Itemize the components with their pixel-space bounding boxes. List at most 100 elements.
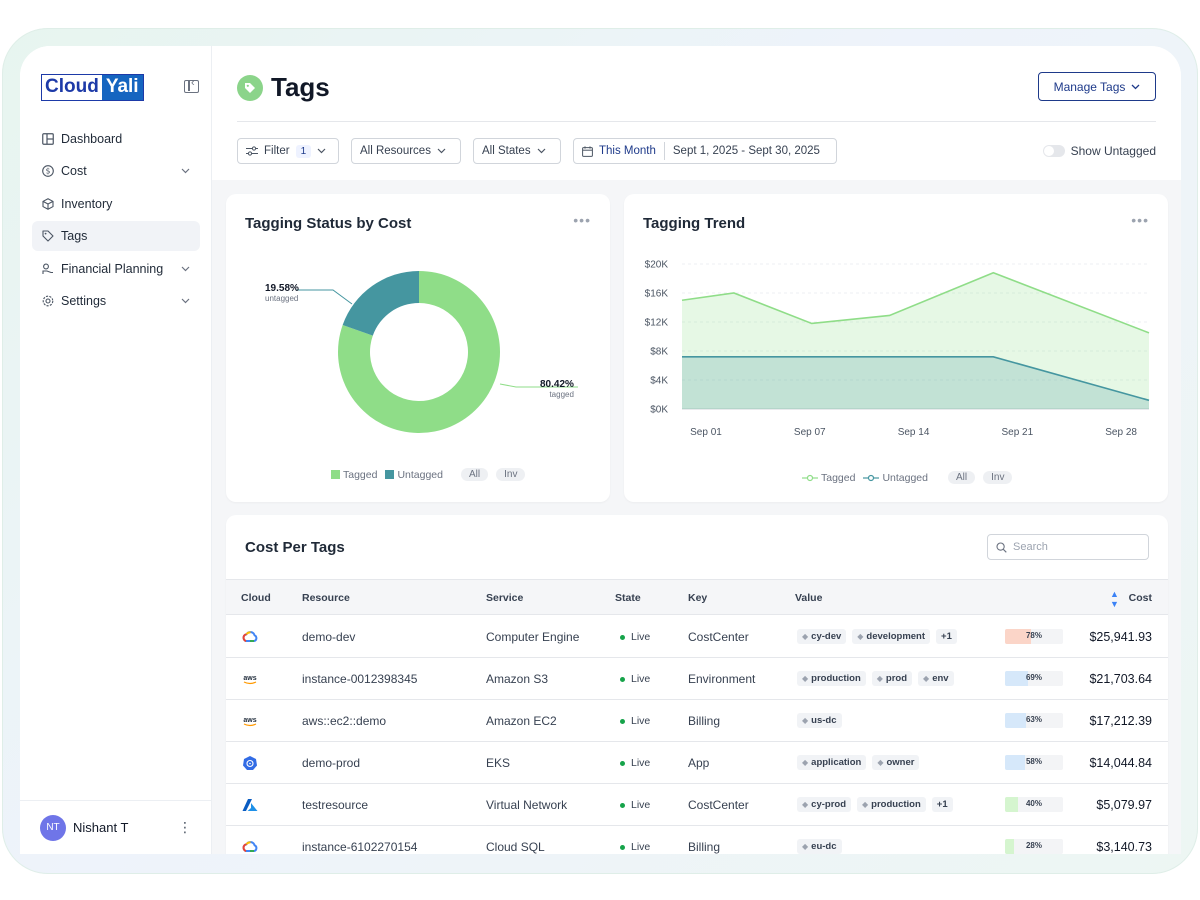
resource-cell[interactable]: testresource — [302, 798, 369, 812]
all-pill[interactable]: All — [461, 468, 489, 481]
cost-share-label: 40% — [1025, 799, 1042, 808]
sort-icon[interactable]: ▲ ▼ — [1110, 589, 1119, 609]
filter-button[interactable]: Filter 1 — [237, 138, 339, 164]
table-row[interactable]: demo-prod EKS Live App ◆ application ◆ owner 58%… — [226, 742, 1168, 784]
user-profile[interactable]: NT Nishant T ⋮ — [20, 800, 212, 854]
resources-select[interactable]: All Resources — [351, 138, 461, 164]
collapse-sidebar-icon[interactable] — [184, 77, 199, 93]
resource-cell[interactable]: instance-6102270154 — [302, 840, 418, 854]
legend-tagged[interactable]: Tagged — [802, 472, 855, 484]
column-header-cost[interactable]: Cost — [1128, 592, 1152, 604]
tag-value-chip[interactable]: ◆ prod — [871, 671, 913, 686]
filter-label: Filter — [264, 145, 290, 157]
svg-text:$: $ — [45, 167, 50, 176]
tag-value-text: production — [871, 799, 921, 810]
tag-value-text: us-dc — [811, 715, 837, 726]
tag-value-chip[interactable]: ◆ cy-dev — [797, 629, 847, 644]
tag-value-chip[interactable]: ◆ us-dc — [797, 713, 842, 728]
legend-untagged[interactable]: Untagged — [863, 472, 928, 484]
more-options-icon[interactable]: ••• — [573, 212, 591, 228]
tagging-status-card: Tagging Status by Cost ••• 19.58% untagg… — [226, 194, 610, 502]
resource-cell[interactable]: instance-0012398345 — [302, 672, 418, 686]
cost-cell: $14,044.84 — [1089, 756, 1152, 770]
card-title: Cost Per Tags — [245, 539, 345, 556]
cost-share-bar: 63% — [1005, 713, 1063, 728]
tag-value-chip[interactable]: ◆ application — [797, 755, 867, 770]
tag-value-chip[interactable]: ◆ env — [918, 671, 954, 686]
table-row[interactable]: aws instance-0012398345 Amazon S3 Live Envir… — [226, 658, 1168, 700]
show-untagged-toggle[interactable]: Show Untagged — [1042, 144, 1156, 158]
cost-share-bar: 69% — [1005, 671, 1063, 686]
cost-share-bar: 78% — [1005, 629, 1063, 644]
cost-share-fill — [1005, 839, 1015, 854]
user-name: Nishant T — [73, 820, 129, 835]
tag-value-text: application — [811, 757, 862, 768]
sidebar-item-settings[interactable]: Settings — [32, 286, 200, 316]
resources-select-value: All Resources — [360, 145, 431, 157]
key-cell: CostCenter — [688, 630, 749, 644]
live-status-dot — [620, 760, 625, 766]
inv-pill[interactable]: Inv — [983, 471, 1013, 484]
donut-slice-tagged[interactable] — [338, 271, 500, 433]
chevron-down-icon — [537, 148, 546, 154]
x-tick-label: Sep 07 — [794, 427, 826, 438]
cost-share-label: 28% — [1025, 841, 1042, 850]
tag-icon: ◆ — [802, 632, 809, 641]
tag-icon: ◆ — [802, 716, 809, 725]
inv-pill[interactable]: Inv — [496, 468, 526, 481]
donut-slice-untagged[interactable] — [342, 271, 419, 336]
tag-value-chip[interactable]: ◆ eu-dc — [797, 839, 842, 854]
tag-value-chip[interactable]: ◆ production — [797, 671, 866, 686]
column-header-state[interactable]: State — [615, 592, 641, 604]
tagged-annotation: 80.42% tagged — [540, 379, 574, 399]
column-header-value[interactable]: Value — [795, 592, 823, 604]
table-row[interactable]: testresource Virtual Network Live CostCente… — [226, 784, 1168, 826]
divider — [663, 142, 665, 160]
tag-value-chip[interactable]: ◆ development — [852, 629, 931, 644]
date-range-picker[interactable]: This Month Sept 1, 2025 - Sept 30, 2025 — [573, 138, 837, 164]
sidebar-item-tags[interactable]: Tags — [32, 221, 200, 252]
more-tags-chip[interactable]: +1 — [931, 797, 953, 812]
table-row[interactable]: demo-dev Computer Engine Live CostCenter ◆ cy… — [226, 616, 1168, 658]
tag-value-chip[interactable]: ◆ cy-prod — [797, 797, 851, 812]
legend-tagged[interactable]: Tagged — [331, 469, 377, 481]
tag-value-chip[interactable]: ◆ production — [857, 797, 926, 812]
more-tags-chip[interactable]: +1 — [936, 629, 957, 644]
table-row[interactable]: instance-6102270154 Cloud SQL Live Billing ◆… — [226, 826, 1168, 854]
kebab-menu-icon[interactable]: ⋮ — [178, 819, 192, 835]
manage-tags-button[interactable]: Manage Tags — [1038, 72, 1156, 101]
states-select[interactable]: All States — [473, 138, 561, 164]
sidebar-item-inventory[interactable]: Inventory — [32, 189, 200, 219]
resource-cell[interactable]: demo-dev — [302, 630, 356, 644]
column-header-key[interactable]: Key — [688, 592, 708, 604]
cost-cell: $5,079.97 — [1096, 798, 1152, 812]
sidebar-item-financial-planning[interactable]: Financial Planning — [32, 254, 200, 284]
planning-icon — [41, 262, 54, 275]
legend-untagged[interactable]: Untagged — [385, 469, 443, 481]
search-input[interactable]: Search — [987, 534, 1149, 560]
resource-cell[interactable]: demo-prod — [302, 756, 361, 770]
cost-share-fill — [1005, 671, 1029, 686]
card-title: Tagging Status by Cost — [245, 215, 412, 232]
column-header-resource[interactable]: Resource — [302, 592, 350, 604]
more-options-icon[interactable]: ••• — [1131, 212, 1149, 228]
column-header-service[interactable]: Service — [486, 592, 524, 604]
tagged-leader-line — [499, 383, 578, 388]
line-untagged[interactable] — [682, 356, 1150, 402]
sidebar-item-label: Cost — [61, 164, 87, 179]
resource-cell[interactable]: aws::ec2::demo — [302, 714, 387, 728]
tagged-swatch — [331, 470, 340, 479]
date-range-text: Sept 1, 2025 - Sept 30, 2025 — [672, 145, 820, 157]
toggle-switch[interactable] — [1042, 145, 1065, 157]
sidebar-item-cost[interactable]: $ Cost — [32, 156, 200, 186]
key-cell: Billing — [688, 840, 721, 854]
column-header-cloud[interactable]: Cloud — [241, 592, 271, 604]
line-tagged[interactable] — [681, 271, 1150, 334]
brand-logo[interactable]: Cloud Yali — [41, 74, 144, 101]
sidebar-item-dashboard[interactable]: Dashboard — [32, 124, 200, 154]
brand-part1: Cloud — [42, 75, 102, 100]
chevron-down-icon — [437, 148, 446, 154]
all-pill[interactable]: All — [948, 471, 976, 484]
tag-value-chip[interactable]: ◆ owner — [872, 755, 920, 770]
table-row[interactable]: aws aws::ec2::demo Amazon EC2 Live Billing ◆ u… — [226, 700, 1168, 742]
